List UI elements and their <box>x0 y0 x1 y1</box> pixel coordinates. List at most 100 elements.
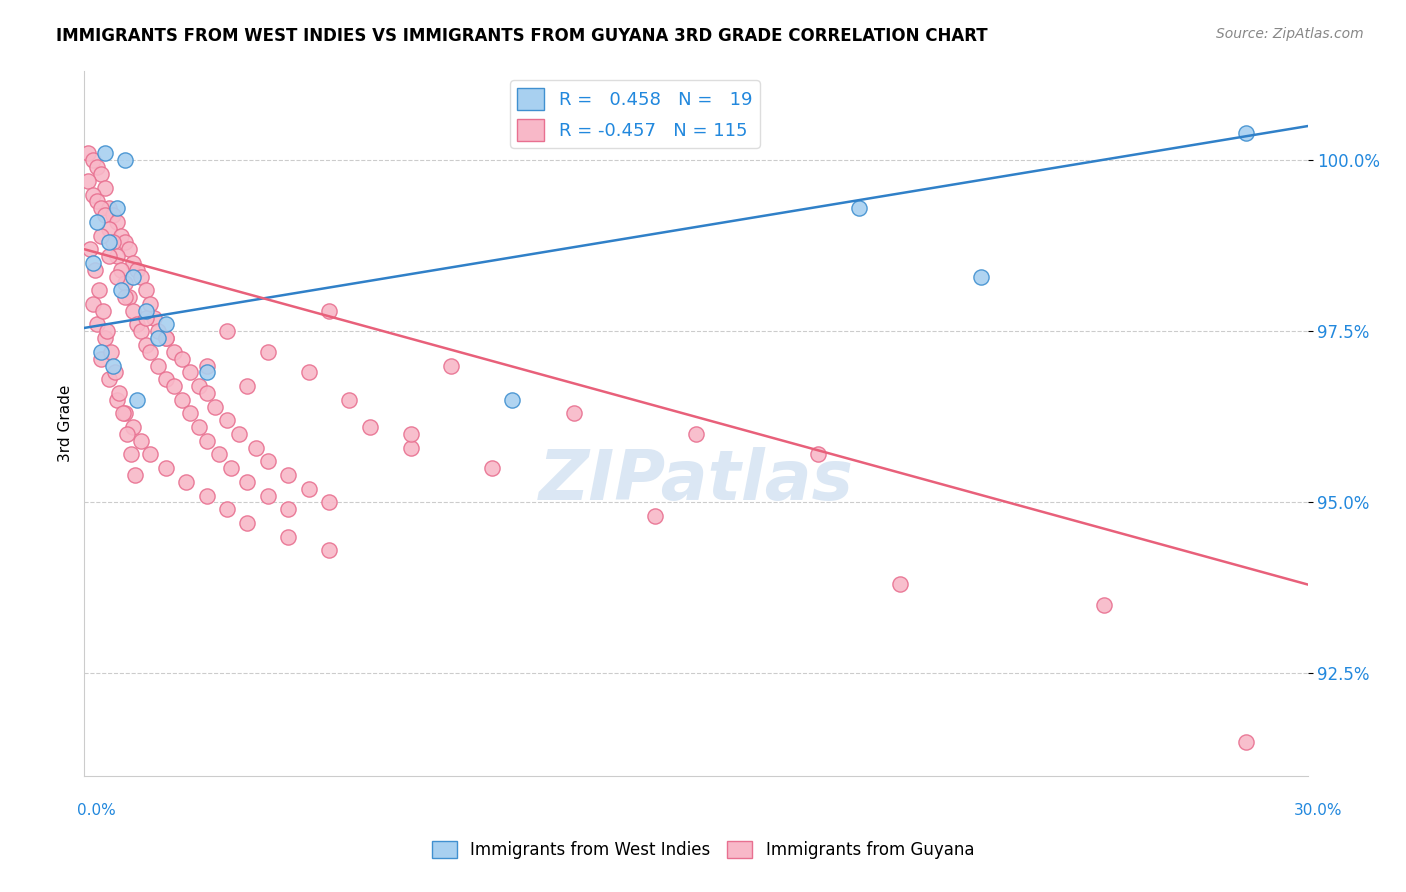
Point <box>77 174 100 188</box>
Point <box>195 434 218 448</box>
Point <box>105 215 128 229</box>
Point <box>135 303 157 318</box>
Point <box>90 201 112 215</box>
Point <box>86 160 108 174</box>
Point <box>110 283 132 297</box>
Point <box>101 208 124 222</box>
Point <box>155 331 177 345</box>
Point <box>83 262 105 277</box>
Point <box>127 392 149 407</box>
Point <box>131 324 153 338</box>
Point <box>174 475 197 489</box>
Point <box>219 461 242 475</box>
Point <box>217 502 239 516</box>
Point <box>127 262 149 277</box>
Point <box>236 516 259 530</box>
Point <box>146 331 169 345</box>
Point <box>90 167 112 181</box>
Point <box>318 543 340 558</box>
Point <box>112 406 135 420</box>
Point <box>889 577 911 591</box>
Point <box>685 427 707 442</box>
Point <box>104 365 127 379</box>
Point <box>118 242 141 256</box>
Point <box>179 406 201 420</box>
Point <box>142 310 165 325</box>
Point <box>359 420 381 434</box>
Point <box>108 385 131 400</box>
Point <box>318 303 340 318</box>
Point <box>115 427 138 442</box>
Point <box>481 461 503 475</box>
Point <box>124 468 146 483</box>
Point <box>848 201 870 215</box>
Point <box>187 379 209 393</box>
Point <box>399 427 422 442</box>
Point <box>93 146 115 161</box>
Point <box>1236 735 1258 749</box>
Point <box>257 344 280 359</box>
Point <box>93 180 115 194</box>
Point <box>101 359 124 373</box>
Point <box>93 208 115 222</box>
Point <box>120 448 142 462</box>
Legend: R =   0.458   N =   19, R = -0.457   N = 115: R = 0.458 N = 19, R = -0.457 N = 115 <box>510 80 759 148</box>
Point <box>97 249 120 263</box>
Point <box>82 187 104 202</box>
Point <box>970 269 993 284</box>
Point <box>298 365 321 379</box>
Point <box>440 359 463 373</box>
Point <box>87 283 110 297</box>
Point <box>807 448 830 462</box>
Point <box>155 331 177 345</box>
Point <box>114 235 136 250</box>
Point <box>236 475 259 489</box>
Point <box>228 427 250 442</box>
Point <box>114 406 136 420</box>
Point <box>644 509 666 524</box>
Point <box>318 495 340 509</box>
Point <box>138 448 160 462</box>
Point <box>100 344 122 359</box>
Point <box>135 338 157 352</box>
Text: ZIPatlas: ZIPatlas <box>538 447 853 514</box>
Point <box>86 194 108 209</box>
Point <box>114 153 136 168</box>
Point <box>105 269 128 284</box>
Point <box>93 331 115 345</box>
Point <box>204 400 226 414</box>
Point <box>195 489 218 503</box>
Point <box>97 235 120 250</box>
Point <box>236 379 259 393</box>
Point <box>105 249 128 263</box>
Point <box>155 372 177 386</box>
Point <box>502 392 524 407</box>
Point <box>257 454 280 468</box>
Point <box>195 385 218 400</box>
Point <box>122 269 145 284</box>
Point <box>245 441 267 455</box>
Point <box>257 489 280 503</box>
Point <box>277 530 299 544</box>
Point <box>131 434 153 448</box>
Point <box>187 420 209 434</box>
Point <box>155 318 177 332</box>
Point <box>277 502 299 516</box>
Point <box>135 310 157 325</box>
Point <box>146 324 169 338</box>
Point <box>97 372 120 386</box>
Point <box>82 297 104 311</box>
Point <box>1236 126 1258 140</box>
Point <box>339 392 361 407</box>
Text: IMMIGRANTS FROM WEST INDIES VS IMMIGRANTS FROM GUYANA 3RD GRADE CORRELATION CHAR: IMMIGRANTS FROM WEST INDIES VS IMMIGRANT… <box>56 27 988 45</box>
Point <box>163 379 186 393</box>
Point <box>172 392 194 407</box>
Point <box>195 359 218 373</box>
Point <box>77 146 100 161</box>
Point <box>122 303 145 318</box>
Point <box>399 441 422 455</box>
Point <box>208 448 231 462</box>
Point <box>86 318 108 332</box>
Point <box>101 235 124 250</box>
Y-axis label: 3rd Grade: 3rd Grade <box>58 385 73 462</box>
